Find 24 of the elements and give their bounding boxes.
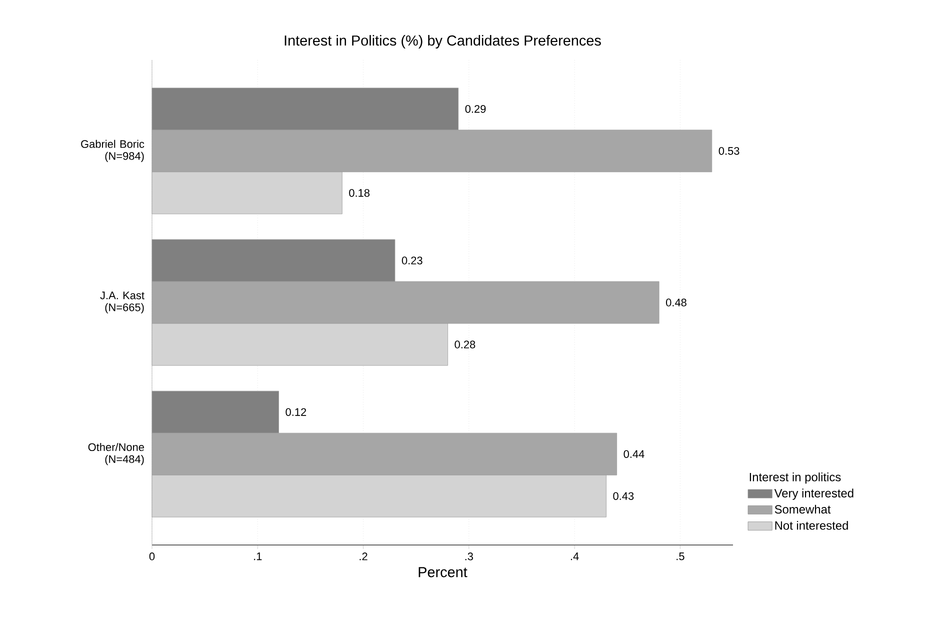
x-axis-title: Percent	[418, 567, 468, 578]
y-tick-label: J.A. Kast (N=665)	[100, 292, 144, 314]
x-tick-label: .5	[676, 552, 684, 560]
y-tick-label: Gabriel Boric (N=984)	[81, 140, 144, 162]
data-label: 0.29	[465, 105, 486, 113]
data-label: 0.48	[666, 298, 686, 306]
data-label: 0.53	[718, 147, 740, 155]
x-tick-label: .3	[465, 552, 473, 560]
data-label: 0.43	[613, 492, 634, 500]
legend-label: Somewhat	[774, 504, 831, 514]
legend-label: Very interested	[774, 488, 854, 500]
y-tick-label: Other/None (N=484)	[88, 442, 144, 466]
legend-title: Interest in politics	[750, 472, 841, 484]
x-tick-label: 0	[149, 552, 155, 560]
data-label: 0.44	[624, 450, 644, 458]
data-label: 0.18	[349, 189, 370, 197]
data-label: 0.12	[286, 408, 306, 416]
x-tick-label: .4	[570, 552, 579, 560]
data-label: 0.28	[454, 340, 476, 348]
chart-title: Interest in Politics (%) by Candidates Preferences	[284, 35, 601, 49]
x-tick-label: .1	[254, 552, 262, 560]
legend-label: Not interested	[775, 520, 848, 530]
x-tick-label: .2	[360, 552, 368, 560]
data-label: 0.23	[402, 256, 422, 264]
